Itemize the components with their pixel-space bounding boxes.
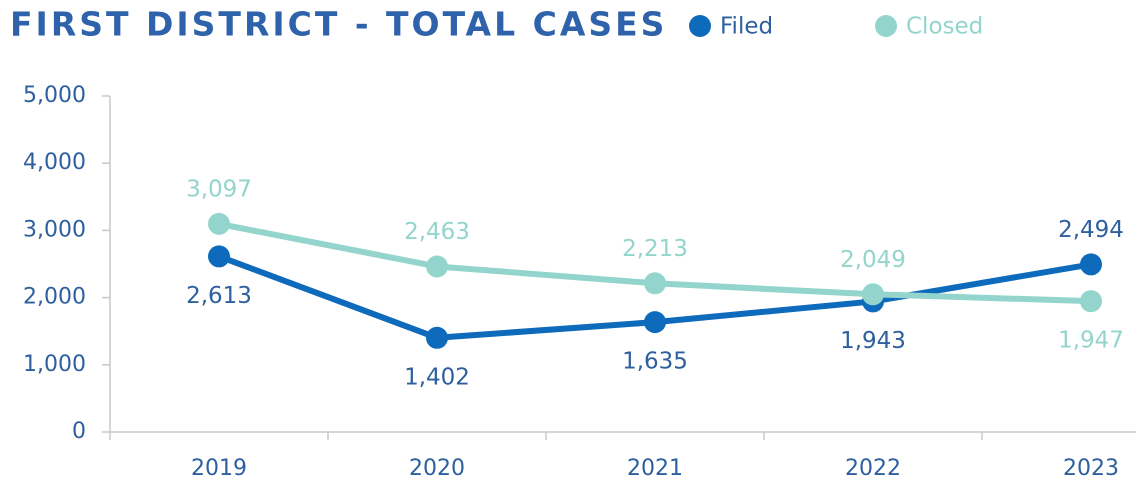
legend-label: Filed [720,14,773,40]
x-tick-label: 2021 [627,456,683,481]
y-tick-label: 5,000 [23,83,86,108]
data-label: 2,613 [186,283,252,309]
y-tick-label: 3,000 [23,217,86,242]
data-point [1080,290,1102,313]
data-point [208,245,230,268]
data-label: 1,635 [622,349,688,375]
y-tick-label: 1,000 [23,352,86,377]
data-point [862,283,884,306]
chart-title: FIRST DISTRICT - TOTAL CASES [10,5,667,44]
y-tick-label: 0 [72,419,86,444]
data-label: 1,947 [1058,328,1124,354]
y-tick-label: 2,000 [23,285,86,310]
legend-marker [875,15,897,37]
x-tick-label: 2020 [409,456,465,481]
y-tick-label: 4,000 [23,150,86,175]
legend-marker [689,15,711,37]
data-point [644,311,666,334]
data-point [644,272,666,295]
data-label: 3,097 [186,176,252,202]
x-tick-label: 2019 [191,456,247,481]
data-label: 2,049 [840,247,906,273]
x-tick-label: 2022 [845,456,901,481]
data-point [1080,253,1102,276]
data-label: 1,402 [404,364,470,390]
data-point [208,212,230,235]
data-label: 2,213 [622,236,688,262]
data-label: 2,463 [404,219,470,245]
data-point [426,326,448,349]
x-tick-label: 2023 [1063,456,1119,481]
data-label: 1,943 [840,328,906,354]
data-point [426,255,448,278]
data-label: 2,494 [1058,217,1124,243]
legend-label: Closed [906,14,983,40]
